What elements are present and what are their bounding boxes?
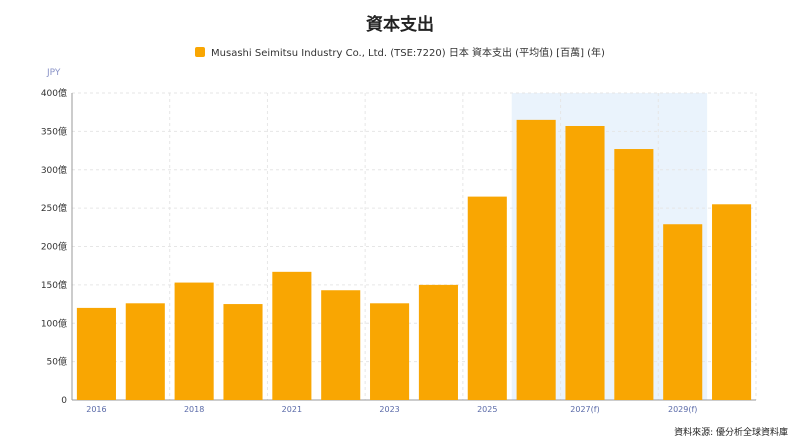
y-tick-label: 250億 (41, 202, 67, 214)
bar (76, 307, 116, 400)
legend[interactable]: Musashi Seimitsu Industry Co., Ltd. (TSE… (0, 44, 800, 59)
y-tick-label: 50億 (47, 356, 67, 368)
x-tick-label: 2029(f) (668, 405, 697, 414)
y-tick-label: 150億 (41, 279, 67, 291)
chart-title: 資本支出 (366, 15, 434, 35)
bar (565, 126, 605, 400)
y-tick-label: 300億 (41, 164, 67, 176)
y-tick-label: 400億 (41, 87, 67, 99)
y-tick-label: 200億 (41, 241, 67, 253)
source-note: 資料來源: 優分析全球資料庫 (674, 428, 788, 438)
x-tick-label: 2027(f) (570, 405, 599, 414)
y-tick-label: 100億 (41, 317, 67, 329)
x-tick-label: 2018 (184, 405, 204, 414)
bar (663, 224, 703, 400)
x-tick-label: 2021 (282, 405, 302, 414)
legend-label: Musashi Seimitsu Industry Co., Ltd. (TSE… (211, 48, 605, 59)
y-tick-label: 0 (61, 396, 67, 406)
bar (125, 303, 165, 400)
bar (174, 282, 214, 400)
bar (418, 284, 458, 400)
y-unit-label: JPY (47, 68, 61, 78)
bar (467, 196, 507, 400)
bar (370, 303, 410, 400)
y-tick-label: 350億 (41, 125, 67, 137)
x-tick-label: 2025 (477, 405, 497, 414)
bar (321, 290, 361, 400)
bar (223, 304, 263, 400)
x-tick-label: 2016 (86, 405, 106, 414)
bar (614, 149, 654, 400)
bar (516, 119, 556, 401)
x-tick-label: 2023 (379, 405, 399, 414)
bar (712, 204, 752, 400)
bar (272, 271, 312, 400)
legend-swatch (195, 46, 206, 57)
